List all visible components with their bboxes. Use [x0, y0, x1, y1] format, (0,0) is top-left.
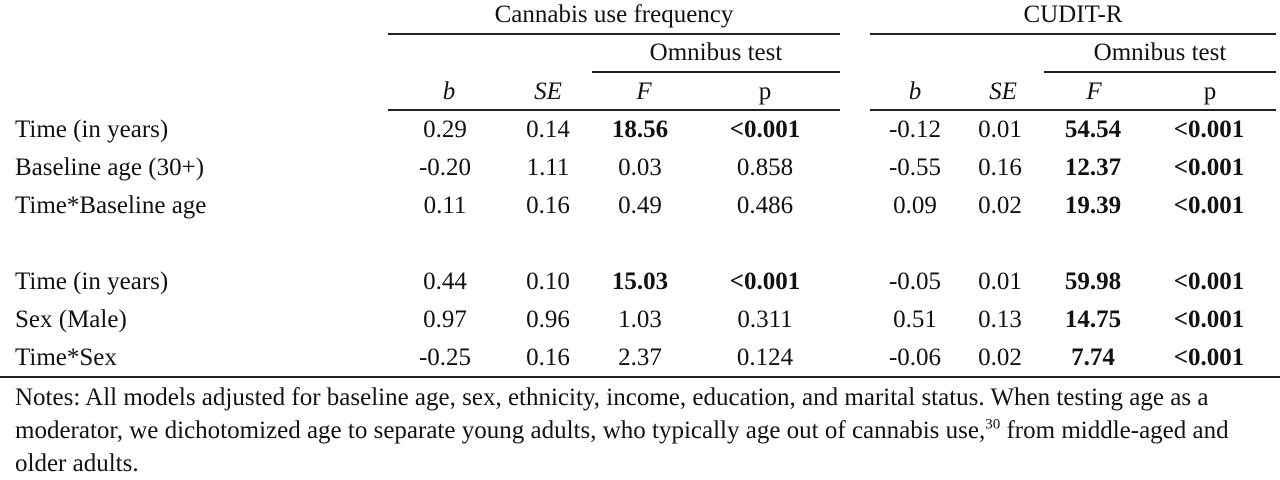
cell-p: <0.001	[1173, 268, 1245, 295]
cell-p: 0.858	[736, 154, 794, 181]
cell-b: -0.55	[888, 154, 942, 181]
rule-header-cudit	[870, 109, 1276, 111]
reference-superscript: 30	[985, 416, 1001, 433]
cell-se: 0.01	[978, 268, 1022, 295]
table-bottom-rule	[0, 376, 1280, 378]
cell-f: 2.37	[618, 344, 662, 371]
cell-b: -0.12	[888, 116, 942, 143]
cell-p: <0.001	[729, 268, 801, 295]
col-header-b: b	[442, 78, 456, 105]
cell-p: 0.486	[736, 192, 794, 219]
cell-p: <0.001	[1173, 306, 1245, 333]
cell-f: 12.37	[1064, 154, 1122, 181]
cell-se: 0.96	[526, 306, 570, 333]
header-omnibus-test-cannabis: Omnibus test	[649, 39, 783, 66]
cell-se: 1.11	[526, 154, 570, 181]
cell-f: 15.03	[611, 268, 669, 295]
cell-f: 54.54	[1064, 116, 1122, 143]
cell-f: 7.74	[1071, 344, 1115, 371]
cell-b: 0.11	[423, 192, 467, 219]
rule-header-cannabis	[388, 109, 840, 111]
header-cannabis-use-frequency: Cannabis use frequency	[494, 1, 734, 28]
cell-p: <0.001	[1173, 192, 1245, 219]
cell-b: -0.06	[888, 344, 942, 371]
cell-b: 0.29	[423, 116, 467, 143]
cell-se: 0.02	[978, 192, 1022, 219]
col-header-se: SE	[534, 78, 562, 105]
notes-text-end: from middle-aged and older adults.	[15, 417, 1229, 477]
cell-se: 0.10	[526, 268, 570, 295]
rule-omnibus-cudit	[1044, 71, 1276, 73]
cell-f: 1.03	[618, 306, 662, 333]
cell-b: -0.25	[418, 344, 472, 371]
cell-p: <0.001	[1173, 154, 1245, 181]
table-notes: Notes: All models adjusted for baseline …	[15, 381, 1265, 480]
cell-p: <0.001	[1173, 116, 1245, 143]
cell-f: 59.98	[1064, 268, 1122, 295]
notes-text: Notes: All models adjusted for baseline …	[15, 384, 1209, 444]
cell-se: 0.16	[526, 192, 570, 219]
cell-b: -0.05	[888, 268, 942, 295]
cell-se: 0.01	[978, 116, 1022, 143]
cell-f: 14.75	[1064, 306, 1122, 333]
cell-b: -0.20	[418, 154, 472, 181]
header-cudit-r: CUDIT-R	[1023, 1, 1123, 28]
cell-p: <0.001	[1173, 344, 1245, 371]
col-header-p: p	[1203, 78, 1217, 105]
cell-se: 0.02	[978, 344, 1022, 371]
rule-omnibus-cannabis	[592, 71, 840, 73]
col-header-p: p	[758, 78, 772, 105]
rule-cudit-group	[870, 33, 1276, 35]
cell-b: 0.44	[423, 268, 467, 295]
col-header-se: SE	[989, 78, 1017, 105]
row-label: Time*Baseline age	[15, 192, 207, 219]
cell-b: 0.97	[423, 306, 467, 333]
row-label: Time*Sex	[15, 344, 117, 371]
cell-p: 0.124	[736, 344, 794, 371]
col-header-f: F	[636, 78, 652, 105]
row-label: Time (in years)	[15, 116, 169, 143]
cell-se: 0.14	[526, 116, 570, 143]
cell-b: 0.09	[893, 192, 937, 219]
col-header-f: F	[1086, 78, 1102, 105]
row-label: Sex (Male)	[15, 306, 127, 333]
cell-se: 0.16	[526, 344, 570, 371]
cell-f: 18.56	[611, 116, 669, 143]
cell-se: 0.16	[978, 154, 1022, 181]
cell-se: 0.13	[978, 306, 1022, 333]
cell-p: 0.311	[737, 306, 793, 333]
col-header-b: b	[908, 78, 922, 105]
header-omnibus-test-cudit: Omnibus test	[1093, 39, 1227, 66]
cell-f: 19.39	[1064, 192, 1122, 219]
cell-f: 0.49	[618, 192, 662, 219]
cell-p: <0.001	[729, 116, 801, 143]
cell-f: 0.03	[618, 154, 662, 181]
rule-cannabis-group	[388, 33, 840, 35]
row-label: Time (in years)	[15, 268, 169, 295]
row-label: Baseline age (30+)	[15, 154, 205, 181]
cell-b: 0.51	[893, 306, 937, 333]
